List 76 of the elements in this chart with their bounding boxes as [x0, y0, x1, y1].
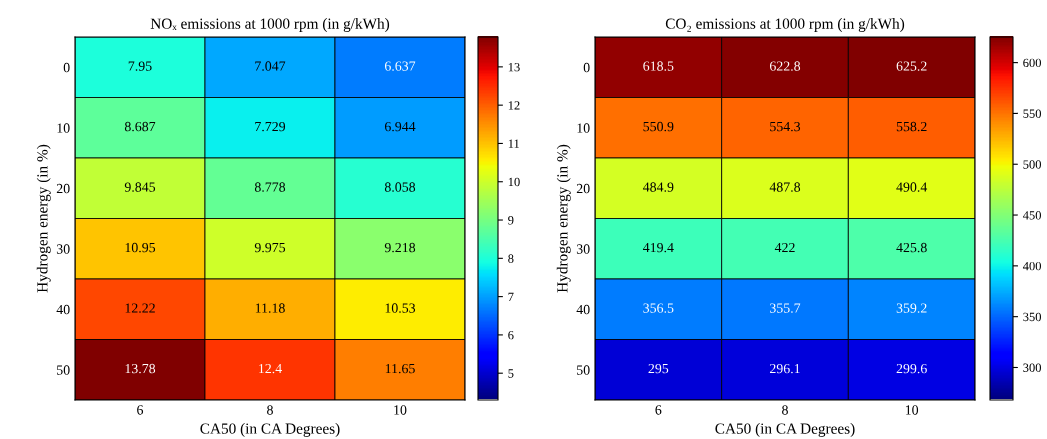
data-label: 8.778 [254, 182, 286, 192]
color-bar-label: 5 [508, 369, 514, 378]
color-bar-label: 550 [1023, 109, 1041, 118]
data-label: 7.95 [128, 61, 152, 71]
y-tick-label: 30 [576, 244, 590, 254]
data-label: 356.5 [643, 303, 674, 313]
color-bar-label: 300 [1023, 363, 1041, 372]
color-bar-label: 7 [508, 292, 514, 301]
y-axis-title: Hydrogen energy (in %) [556, 144, 571, 293]
y-tick-label: 0 [583, 62, 590, 73]
data-label: 8.058 [384, 182, 416, 192]
data-label: 558.2 [896, 121, 927, 132]
data-label: 299.6 [896, 363, 927, 374]
x-axis-title: CA50 (in CA Degrees) [715, 423, 855, 437]
chart-title: CO₂ emissions at 1000 rpm (in g/kWh) [665, 18, 905, 32]
y-tick-label: 40 [56, 304, 70, 315]
x-axis-title: CA50 (in CA Degrees) [200, 423, 340, 437]
x-tick-label: 6 [655, 405, 662, 415]
data-label: 296.1 [769, 363, 800, 374]
data-label: 425.8 [896, 242, 927, 253]
data-label: 618.5 [643, 61, 674, 71]
color-bar-label: 600 [1023, 58, 1041, 68]
data-label: 7.047 [255, 61, 286, 71]
color-bar-label: 12 [508, 101, 520, 110]
color-bar-label: 500 [1023, 160, 1041, 169]
data-label: 554.3 [770, 121, 801, 132]
data-label: 9.218 [384, 242, 416, 253]
data-label: 7.729 [255, 121, 286, 132]
data-label: 9.975 [254, 242, 286, 253]
data-label: 355.7 [770, 303, 801, 313]
color-bar-label: 9 [508, 216, 514, 225]
data-label: 12.4 [259, 363, 282, 374]
data-label: 6.637 [384, 61, 416, 71]
x-tick-label: 8 [267, 405, 273, 415]
data-label: 9.845 [124, 182, 156, 192]
color-bar-label: 400 [1022, 261, 1041, 271]
data-label: 484.9 [642, 182, 674, 192]
data-label: 550.9 [643, 121, 674, 132]
data-label: 8.687 [124, 121, 156, 132]
data-label: 13.78 [125, 363, 156, 374]
data-label: 487.8 [769, 182, 801, 192]
color-bar-label: 11 [508, 139, 519, 148]
data-label: 10.53 [385, 303, 416, 313]
data-label: 11.18 [255, 303, 285, 313]
y-tick-label: 40 [576, 304, 590, 315]
color-bar-label: 350 [1023, 312, 1041, 322]
y-axis-title: Hydrogen energy (in %) [36, 144, 51, 293]
y-tick-label: 50 [57, 365, 70, 375]
y-tick-label: 10 [57, 123, 70, 133]
chart-title: NOₓ emissions at 1000 rpm (in g/kWh) [150, 18, 390, 32]
color-bar-label: 8 [508, 254, 514, 263]
y-tick-label: 20 [56, 183, 70, 194]
x-tick-label: 10 [905, 405, 919, 415]
y-tick-label: 10 [577, 123, 590, 133]
y-tick-label: 0 [63, 62, 70, 73]
data-label: 625.2 [896, 61, 927, 71]
data-label: 295 [648, 363, 669, 374]
y-tick-label: 50 [577, 365, 590, 375]
data-label: 12.22 [125, 303, 155, 313]
data-label: 10.95 [125, 242, 156, 253]
color-bar-label: 450 [1022, 211, 1041, 220]
data-label: 422 [774, 242, 795, 253]
data-label: 6.944 [384, 121, 416, 132]
color-bar-label: 6 [508, 330, 514, 340]
x-tick-label: 10 [394, 405, 407, 415]
color-bar-label: 13 [508, 62, 520, 72]
data-label: 11.65 [385, 363, 415, 374]
x-tick-label: 6 [137, 405, 144, 415]
data-label: 490.4 [896, 182, 928, 192]
data-label: 419.4 [642, 242, 674, 253]
data-label: 622.8 [769, 61, 801, 71]
y-tick-label: 30 [56, 244, 70, 254]
color-bar-label: 10 [508, 177, 520, 187]
data-label: 359.2 [896, 303, 927, 313]
x-tick-label: 8 [782, 405, 788, 415]
y-tick-label: 20 [576, 183, 590, 194]
